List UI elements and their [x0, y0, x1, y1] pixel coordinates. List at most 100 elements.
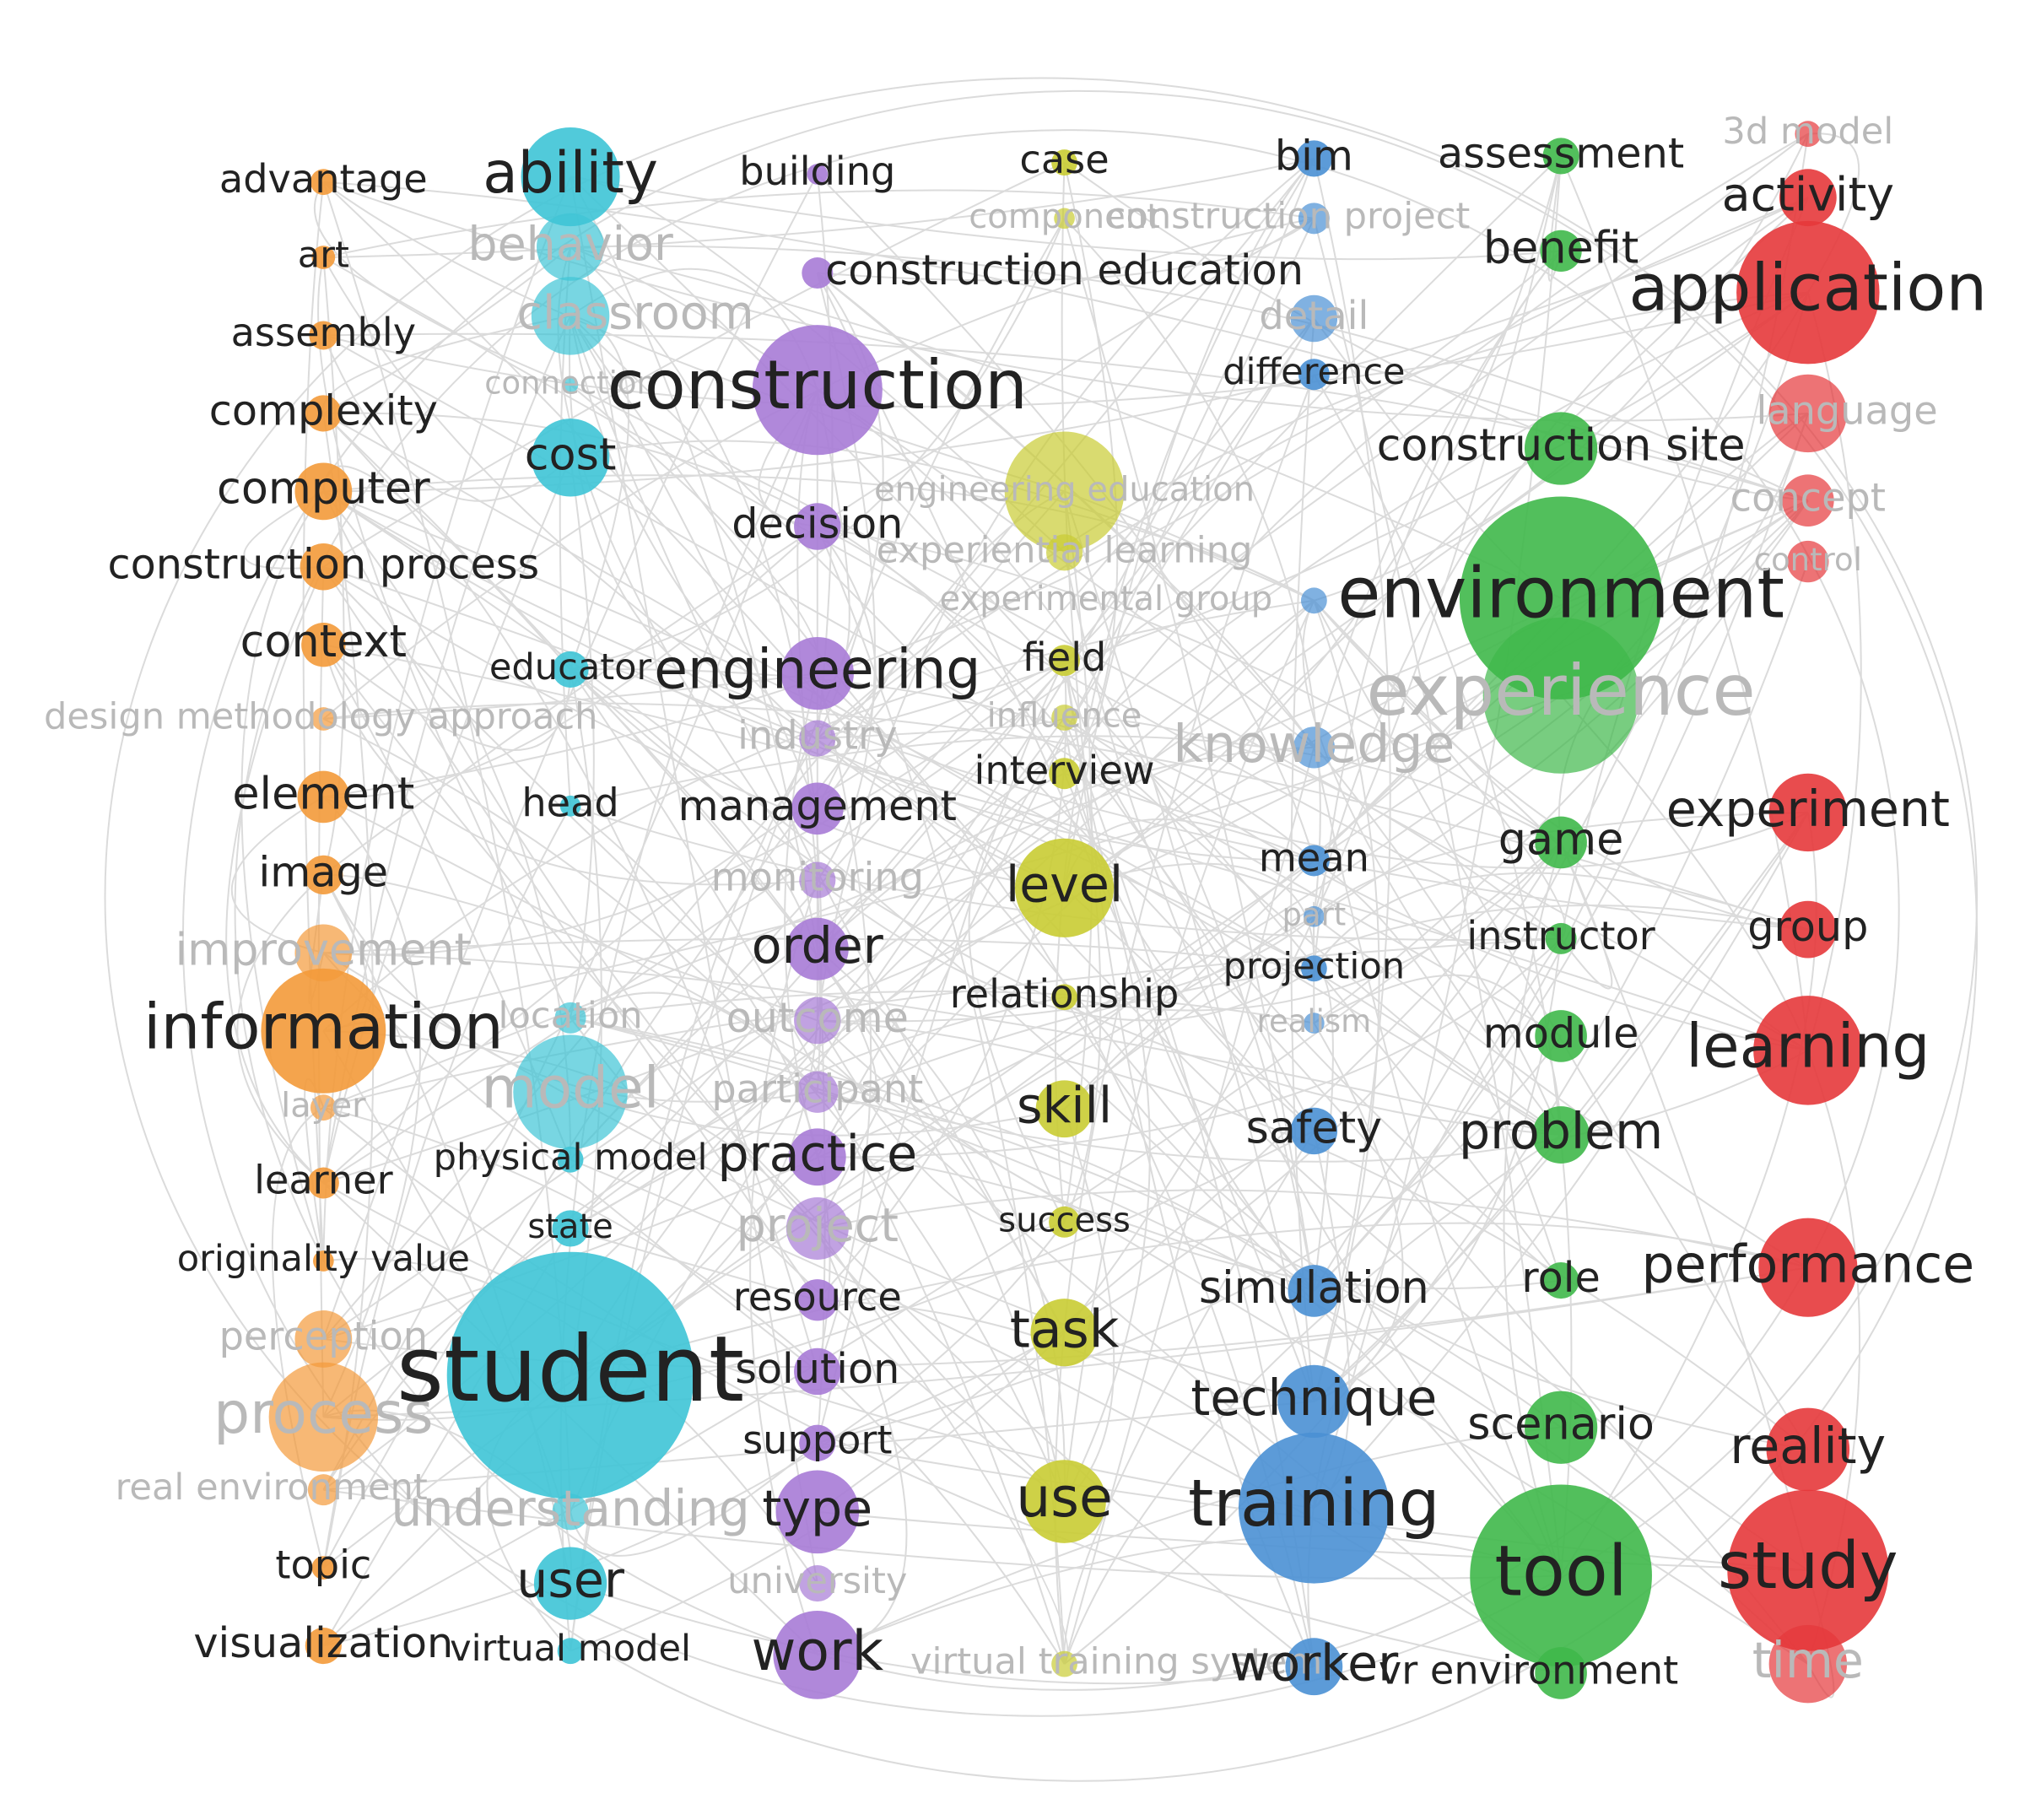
edge: [323, 250, 1562, 798]
node-bubble: [1300, 587, 1327, 614]
node-label: resource: [733, 1274, 902, 1320]
node-bubble: [807, 164, 829, 185]
node-label: control: [1754, 542, 1862, 578]
node-bubble: [521, 127, 620, 227]
node-label: 3d model: [1722, 111, 1893, 153]
node-label: safety: [1246, 1102, 1383, 1153]
edge: [1063, 218, 1315, 1292]
node-label: instructor: [1466, 913, 1655, 959]
node-bubble: [799, 720, 836, 757]
node-label: mean: [1259, 834, 1369, 880]
edge: [322, 413, 1066, 1333]
edge: [1063, 887, 1315, 1132]
edge: [570, 316, 1066, 1333]
node-label: learning: [1686, 1011, 1930, 1081]
node-label: game: [1498, 813, 1624, 865]
edge: [816, 660, 1066, 1444]
node-bubble: [1542, 1262, 1579, 1299]
node-bubble: [1535, 816, 1587, 869]
node-label: construction project: [1106, 195, 1471, 237]
edge: [749, 879, 818, 1655]
edge: [230, 796, 324, 954]
node-bubble: [531, 419, 610, 497]
node-label: information: [143, 991, 504, 1063]
node-bubble: [305, 395, 342, 432]
node-label: layer: [281, 1087, 366, 1126]
node-bubble: [1030, 1299, 1099, 1367]
edge: [816, 1228, 1069, 1665]
node-label: vr environment: [1379, 1647, 1678, 1693]
node-bubble: [294, 924, 353, 982]
edge: [322, 490, 1562, 1576]
node-label: management: [678, 781, 957, 830]
edge: [323, 1106, 1066, 1665]
node-bubble: [1051, 705, 1077, 731]
node-label: experimental group: [939, 580, 1272, 618]
edge: [322, 161, 1065, 568]
node-bubble: [311, 1556, 336, 1580]
node-bubble: [1285, 1638, 1343, 1696]
edge: [568, 316, 818, 740]
edge: [1063, 660, 1102, 1223]
edge: [1063, 158, 1315, 888]
node-bubble: [1766, 1407, 1850, 1492]
edge: [323, 952, 1562, 1137]
edge: [322, 694, 1562, 1569]
edge: [236, 874, 325, 1184]
node-bubble: [794, 1347, 841, 1396]
edge: [570, 315, 1809, 1665]
edge: [1313, 500, 1809, 1024]
node-bubble: [294, 462, 353, 521]
node-label: visualization: [193, 1618, 453, 1667]
node-bubble: [1049, 645, 1081, 677]
node-bubble: [799, 1565, 836, 1602]
edge: [968, 772, 1066, 1223]
node-bubble: [1779, 169, 1837, 227]
node-bubble: [1779, 900, 1837, 959]
edge: [322, 874, 818, 1103]
node-bubble: [557, 1638, 584, 1665]
node-bubble: [1727, 1489, 1889, 1651]
edge: [1063, 1134, 1562, 1665]
node-bubble: [309, 321, 338, 350]
edge: [1063, 716, 1562, 1137]
edge: [323, 1400, 1315, 1491]
node-bubble: [1758, 1218, 1858, 1317]
edge: [1063, 132, 1809, 775]
node-label: module: [1483, 1008, 1639, 1057]
edge: [323, 937, 1315, 969]
node-bubble: [1298, 203, 1330, 235]
node-bubble: [1768, 1624, 1848, 1704]
node-label: realism: [1257, 1003, 1372, 1040]
edge: [1313, 374, 1573, 1576]
node-label: participant: [711, 1067, 923, 1112]
node-label: connection: [484, 365, 656, 402]
node-bubble: [1524, 412, 1598, 485]
node-label: difference: [1223, 351, 1406, 393]
node-bubble: [531, 277, 610, 355]
node-label: project: [737, 1199, 899, 1253]
edge: [1055, 158, 1315, 1223]
node-bubble: [1540, 230, 1582, 273]
node-bubble: [1049, 758, 1081, 790]
node-label: building: [739, 149, 895, 194]
node-bubble: [1304, 905, 1325, 927]
node-bubble: [1535, 1010, 1587, 1062]
node-bubble: [1524, 1391, 1598, 1464]
edge: [1313, 158, 1391, 1402]
labels: advantage art assembly complexity computer co…: [44, 111, 1987, 1693]
edge: [1064, 862, 1315, 969]
node-label: assessment: [1438, 128, 1684, 177]
node-label: industry: [737, 713, 897, 759]
edge: [570, 246, 1562, 599]
edge: [570, 317, 1315, 1160]
node-bubble: [1768, 374, 1848, 453]
node-label: behavior: [467, 218, 673, 272]
node-bubble: [1051, 984, 1077, 1011]
edge: [322, 841, 1562, 1647]
edge: [817, 1426, 1562, 1656]
edge: [1313, 812, 1809, 1402]
node-label: practice: [717, 1125, 917, 1182]
node-bubble: [799, 861, 836, 899]
